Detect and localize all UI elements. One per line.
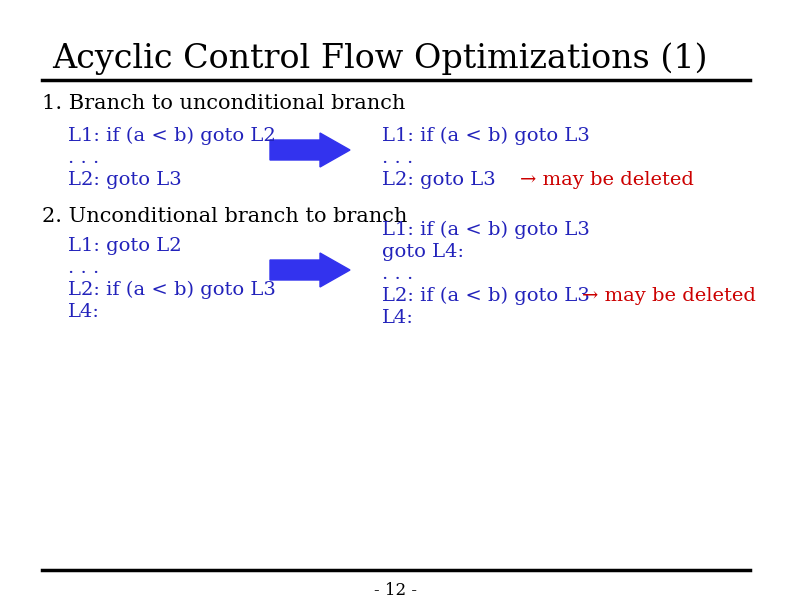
Text: Acyclic Control Flow Optimizations (1): Acyclic Control Flow Optimizations (1)	[52, 42, 707, 75]
Text: → may be deleted: → may be deleted	[520, 171, 694, 189]
Text: L4:: L4:	[382, 309, 414, 327]
Text: 2. Unconditional branch to branch: 2. Unconditional branch to branch	[42, 207, 407, 226]
Text: L1: goto L2: L1: goto L2	[68, 237, 181, 255]
Text: . . .: . . .	[68, 259, 99, 277]
Text: L4:: L4:	[68, 303, 100, 321]
Text: goto L4:: goto L4:	[382, 243, 464, 261]
Text: L2: goto L3: L2: goto L3	[68, 171, 181, 189]
Text: . . .: . . .	[382, 265, 413, 283]
Text: 1. Branch to unconditional branch: 1. Branch to unconditional branch	[42, 94, 406, 113]
Text: L1: if (a < b) goto L2: L1: if (a < b) goto L2	[68, 127, 276, 145]
Text: → may be deleted: → may be deleted	[582, 287, 756, 305]
Text: . . .: . . .	[382, 149, 413, 167]
Text: L2: goto L3: L2: goto L3	[382, 171, 508, 189]
Text: L2: if (a < b) goto L3: L2: if (a < b) goto L3	[68, 281, 276, 299]
Text: - 12 -: - 12 -	[375, 582, 417, 599]
Text: L2: if (a < b) goto L3: L2: if (a < b) goto L3	[382, 287, 603, 305]
Text: L1: if (a < b) goto L3: L1: if (a < b) goto L3	[382, 221, 590, 239]
Text: L1: if (a < b) goto L3: L1: if (a < b) goto L3	[382, 127, 590, 145]
Text: . . .: . . .	[68, 149, 99, 167]
FancyArrow shape	[270, 133, 350, 167]
FancyArrow shape	[270, 253, 350, 287]
